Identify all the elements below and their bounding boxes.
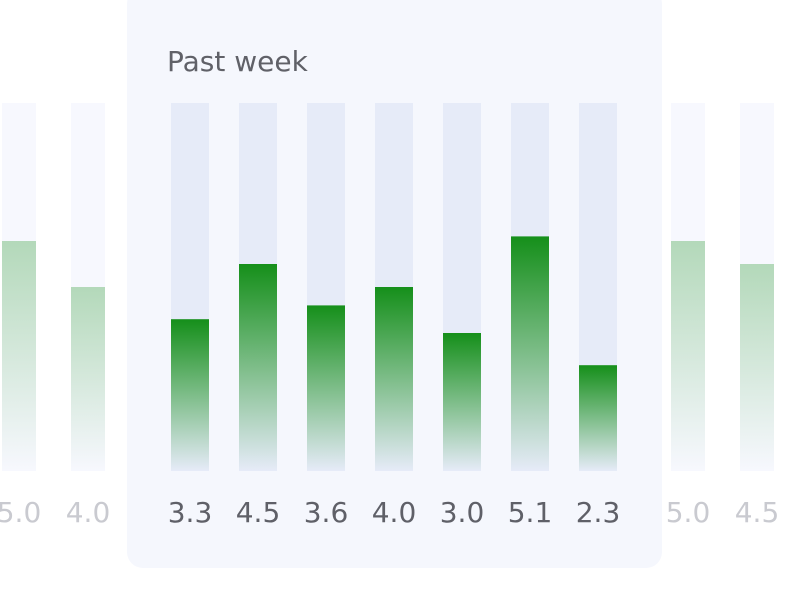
bar bbox=[307, 305, 345, 471]
value-label: 4.5 bbox=[735, 496, 780, 529]
value-label: 3.3 bbox=[168, 496, 213, 529]
bar bbox=[171, 319, 209, 471]
value-label: 5.1 bbox=[508, 496, 553, 529]
bar bbox=[375, 287, 413, 471]
bar bbox=[579, 365, 617, 471]
bar bbox=[2, 241, 36, 471]
bar bbox=[740, 264, 774, 471]
value-label: 4.5 bbox=[236, 496, 281, 529]
bar bbox=[71, 287, 105, 471]
bar bbox=[671, 241, 705, 471]
bar bbox=[443, 333, 481, 471]
value-label: 4.0 bbox=[372, 496, 417, 529]
value-label: 3.6 bbox=[304, 496, 349, 529]
value-label: 5.0 bbox=[666, 496, 711, 529]
bar bbox=[511, 236, 549, 471]
value-label: 3.0 bbox=[440, 496, 485, 529]
chart-title: Past week bbox=[167, 45, 309, 78]
value-label: 4.0 bbox=[66, 496, 111, 529]
bar bbox=[239, 264, 277, 471]
bars: 5.0 4.0 3.3 4.5 3.6 4.0 3.0 5.1 2.3 5.0 4.5 bbox=[0, 103, 779, 529]
value-label: 2.3 bbox=[576, 496, 621, 529]
value-label: 5.0 bbox=[0, 496, 41, 529]
